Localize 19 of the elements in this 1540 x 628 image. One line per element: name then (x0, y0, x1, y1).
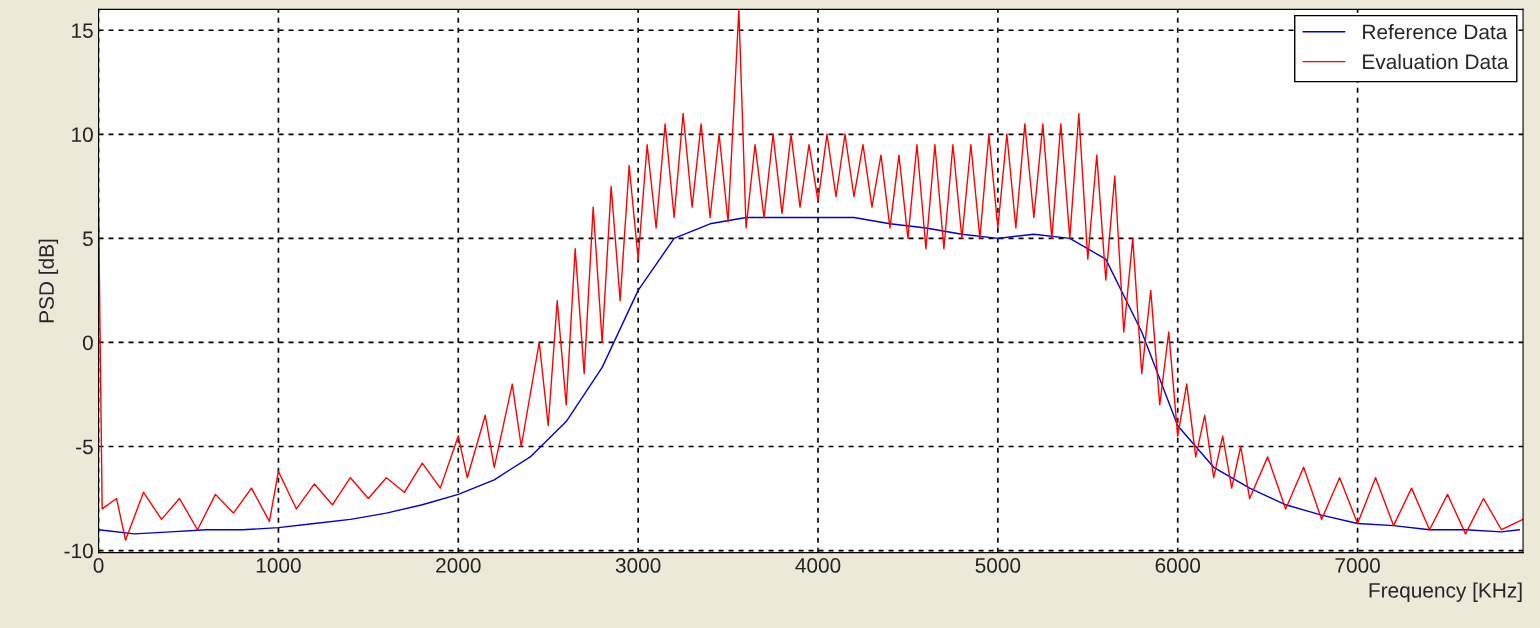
y-axis-title: PSD [dB] (38, 239, 59, 323)
x-tick-label: 6000 (1155, 558, 1201, 573)
x-tick-label: 4000 (795, 558, 841, 573)
y-tick-label: 0 (82, 335, 93, 351)
x-axis-title: Frequency [KHz] (1369, 582, 1522, 602)
legend-label: Evaluation Data (1363, 53, 1509, 70)
x-tick-label: 0 (93, 558, 104, 573)
x-tick-label: 2000 (436, 558, 481, 573)
x-tick-label: 3000 (615, 558, 661, 573)
y-tick-label: 5 (82, 231, 93, 247)
x-tick-label: 1000 (256, 558, 301, 573)
y-tick-label: -10 (64, 543, 93, 559)
x-tick-label: 5000 (975, 558, 1021, 573)
y-tick-label: 15 (72, 23, 93, 38)
y-tick-label: 10 (72, 127, 93, 143)
x-tick-label: 7000 (1335, 558, 1380, 573)
legend-label: Reference Data (1363, 24, 1508, 40)
line-series (98, 216, 1521, 535)
y-tick-label: -5 (76, 439, 93, 455)
